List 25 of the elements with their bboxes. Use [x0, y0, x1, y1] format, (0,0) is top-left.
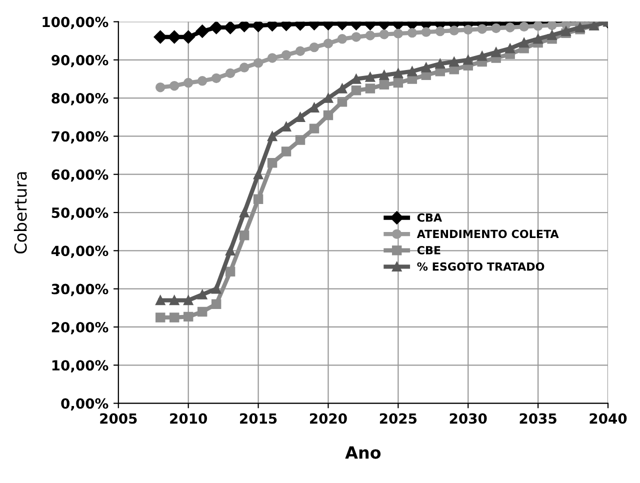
x-tick-label: 2030	[450, 413, 487, 424]
legend-label: ATENDIMENTO COLETA	[416, 230, 559, 238]
y-tick-label: 40,00%	[51, 246, 108, 258]
legend-label: CBA	[417, 213, 442, 222]
x-tick-label: 2010	[170, 413, 208, 424]
legend-label: CBE	[417, 246, 440, 254]
y-tick-label: 90,00%	[52, 54, 108, 68]
y-axis-title: Cobertura	[14, 172, 27, 254]
x-axis-title: Ano	[345, 446, 381, 459]
y-tick-label: 30,00%	[52, 284, 108, 296]
y-tick-label: 0,00%	[61, 398, 108, 411]
x-tick-label: 2035	[520, 413, 556, 424]
x-tick-label: 2005	[100, 413, 137, 424]
x-tick-label: 2025	[380, 413, 417, 424]
y-tick-label: 50,00%	[52, 207, 108, 220]
legend-label: % ESGOTO TRATADO	[417, 262, 544, 271]
y-tick-label: 20,00%	[52, 322, 108, 334]
x-tick-label: 2040	[590, 413, 627, 424]
x-tick-label: 2015	[240, 413, 277, 424]
y-tick-label: 100,00%	[42, 16, 108, 29]
y-tick-label: 60,00%	[52, 169, 108, 182]
y-tick-label: 70,00%	[52, 131, 108, 144]
y-tick-label: 80,00%	[52, 93, 108, 106]
y-tick-label: 10,00%	[52, 360, 108, 372]
x-tick-label: 2020	[310, 413, 347, 424]
